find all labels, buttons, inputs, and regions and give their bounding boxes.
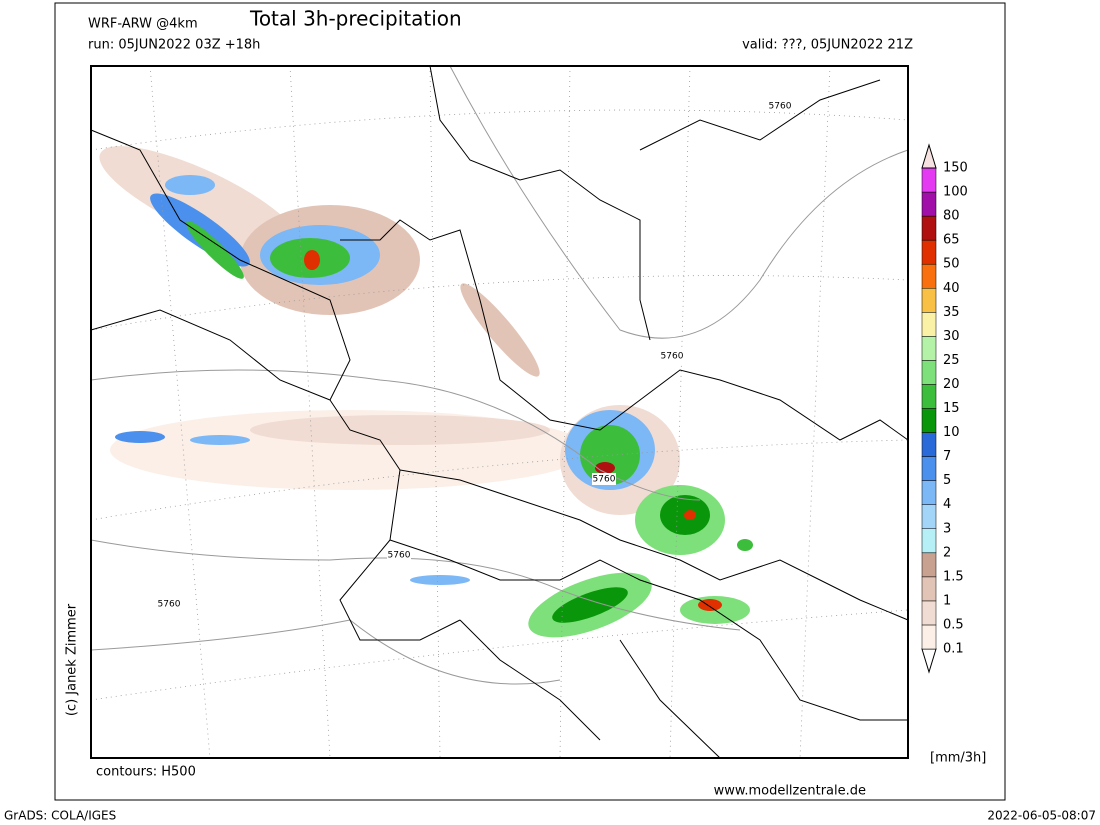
precip-area-shape xyxy=(460,283,540,377)
colorbar-end xyxy=(921,648,937,674)
precip-area-shape xyxy=(304,250,320,270)
colorbar-box xyxy=(921,263,937,289)
colorbar-label: 150 xyxy=(943,161,968,176)
colorbar-label: 30 xyxy=(943,329,960,344)
contour-label-bg xyxy=(660,350,684,362)
country-borders-shape xyxy=(429,65,881,341)
colorbar: 0.1 0.5 1 1.5 2 3 4 5 7 10 15 20 25 30 35 40 50 65 80 100 15… xyxy=(921,143,968,674)
precip-area-shape xyxy=(737,539,753,551)
colorbar-label: 0.5 xyxy=(943,617,964,632)
map-bg xyxy=(91,66,908,758)
colorbar-label: 0.1 xyxy=(943,642,964,657)
colorbar-label: 25 xyxy=(943,353,960,368)
contour-label-bg xyxy=(768,100,792,112)
unit-label: [mm/3h] xyxy=(930,751,986,766)
country-borders-shape xyxy=(389,539,908,721)
colorbar-box xyxy=(921,432,937,457)
contour-label: 5760 xyxy=(769,102,792,112)
colorbar-box xyxy=(921,167,937,193)
colorbar-label: 1.5 xyxy=(943,569,964,584)
contour-label-bg xyxy=(157,598,181,610)
country-borders xyxy=(90,65,909,759)
colorbar-box xyxy=(921,288,937,313)
grid-lines xyxy=(90,65,909,759)
h500-contours-shape xyxy=(449,65,909,339)
colorbar-label: 40 xyxy=(943,281,960,296)
software: GrADS: COLA/IGES xyxy=(4,809,116,823)
colorbar-box xyxy=(921,528,937,554)
precip-area-shape xyxy=(99,146,301,254)
h500-contours-shape xyxy=(90,369,701,501)
contour-label: 5760 xyxy=(388,551,411,561)
run-time: run: 05JUN2022 03Z +18h xyxy=(88,38,260,53)
valid-time: valid: ???, 05JUN2022 21Z xyxy=(742,38,913,53)
colorbar-label: 20 xyxy=(943,377,960,392)
model-name: WRF-ARW @4km xyxy=(88,17,198,32)
colorbar-box xyxy=(921,336,937,361)
contour-label-bg xyxy=(387,549,411,561)
colorbar-box xyxy=(921,312,937,337)
colorbar-label: 15 xyxy=(943,401,960,416)
colorbar-box xyxy=(921,239,937,265)
colorbar-box xyxy=(921,191,937,217)
colorbar-box xyxy=(921,552,937,578)
colorbar-label: 1 xyxy=(943,593,951,608)
precip-area-shape xyxy=(698,599,722,611)
colorbar-label: 65 xyxy=(943,233,960,248)
colorbar-label: 2 xyxy=(943,545,951,560)
country-borders-shape xyxy=(90,309,721,759)
colorbar-box xyxy=(921,408,937,433)
country-borders-shape xyxy=(399,469,909,621)
contour-label: 5760 xyxy=(158,600,181,610)
colorbar-label: 5 xyxy=(943,473,951,488)
title: Total 3h-precipitation xyxy=(249,7,462,31)
colorbar-label: 4 xyxy=(943,497,951,512)
frame xyxy=(54,2,1006,801)
colorbar-label: 80 xyxy=(943,209,960,224)
precip-area-shape xyxy=(115,431,165,443)
precip-area-shape xyxy=(595,462,615,474)
country-borders-shape xyxy=(90,129,461,641)
h500-contours-shape xyxy=(90,539,741,631)
colorbar-box xyxy=(921,384,937,409)
precip-area-shape xyxy=(410,575,470,585)
timestamp: 2022-06-05-08:07 xyxy=(987,809,1096,823)
colorbar-label: 10 xyxy=(943,425,960,440)
precip-area-shape xyxy=(552,587,628,623)
colorbar-end xyxy=(921,143,937,169)
colorbar-label: 3 xyxy=(943,521,951,536)
colorbar-box xyxy=(921,624,937,650)
colorbar-box xyxy=(921,504,937,530)
map-shape: 5760 5760 5760 5760 5760 xyxy=(157,100,792,610)
precip-area-shape xyxy=(684,510,696,520)
grid-lines-shape xyxy=(90,65,909,759)
colorbar-label: 100 xyxy=(943,185,968,200)
precip-area-shape xyxy=(190,435,250,445)
precip-area-shape xyxy=(165,175,215,195)
precip-area-shape xyxy=(250,415,550,445)
colorbar-box xyxy=(921,215,937,241)
precip-area-shape xyxy=(186,221,244,279)
colorbar-label: 7 xyxy=(943,449,951,464)
website: www.modellzentrale.de xyxy=(714,784,866,799)
colorbar-box xyxy=(921,576,937,602)
colorbar-box xyxy=(921,360,937,385)
colorbar-box xyxy=(921,600,937,626)
contour-label-bg xyxy=(592,473,616,485)
precip-area xyxy=(99,146,753,638)
colorbar-label: 35 xyxy=(943,305,960,320)
map: 5760 5760 5760 5760 5760 xyxy=(90,65,909,759)
map-frame xyxy=(90,65,909,759)
copyright: (c) Janek Zimmer xyxy=(65,603,80,716)
contours-note: contours: H500 xyxy=(96,765,196,780)
colorbar-box xyxy=(921,480,937,505)
country-borders-shape xyxy=(340,219,909,441)
colorbar-label: 50 xyxy=(943,257,960,272)
precip-area-shape xyxy=(580,425,640,485)
contour-label: 5760 xyxy=(593,475,616,485)
colorbar-box xyxy=(921,456,937,481)
contour-label: 5760 xyxy=(661,352,684,362)
